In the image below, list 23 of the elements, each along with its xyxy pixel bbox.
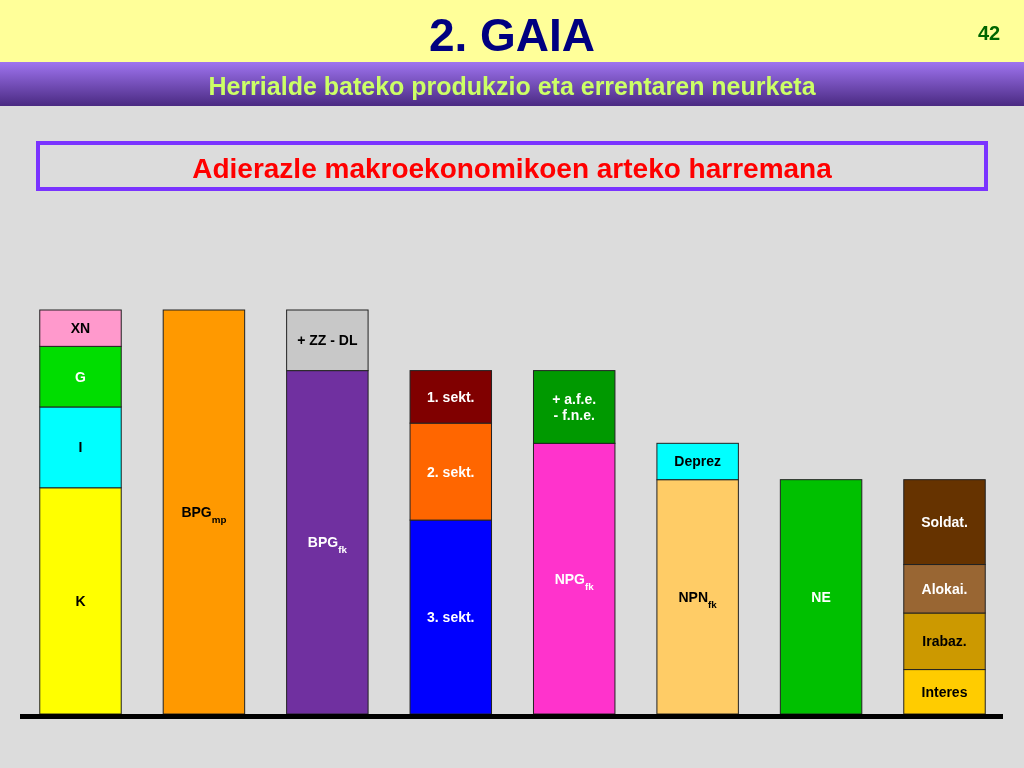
series-label: NPN$_{fk}$ bbox=[678, 588, 718, 610]
series-label: Irabaz. bbox=[922, 633, 967, 650]
chart-subtitle: Herrialde bateko produkzio eta errentaren neurketa bbox=[208, 72, 817, 100]
series-label: + ZZ - DL bbox=[297, 332, 358, 349]
series-label: K bbox=[75, 592, 86, 609]
series-label: Alokai. bbox=[921, 580, 968, 597]
series-label: Interes bbox=[921, 683, 968, 700]
series-label: NE bbox=[811, 588, 831, 605]
text: Adierazle makroekonomikoen arteko harremana bbox=[192, 153, 833, 184]
chart-title: 2. GAIA bbox=[428, 9, 596, 61]
series-label: 2. sekt. bbox=[427, 463, 475, 480]
series-label: BPG$_{fk}$ bbox=[307, 534, 348, 555]
series-label: 1. sekt. bbox=[427, 388, 475, 405]
series-label: BPG$_{mp}$ bbox=[181, 503, 227, 525]
series-label: Deprez bbox=[674, 453, 721, 470]
series-label: Soldat. bbox=[921, 514, 968, 530]
series-label: + a.f.e. - f.n.e. bbox=[552, 390, 597, 423]
series-label: XN bbox=[70, 320, 91, 337]
series-label: 3. sekt. bbox=[427, 608, 475, 625]
series-label: I bbox=[78, 439, 83, 456]
series-label: NPG$_{fk}$ bbox=[554, 570, 595, 592]
text: 42 bbox=[977, 22, 1001, 44]
series-label: G bbox=[75, 368, 87, 385]
